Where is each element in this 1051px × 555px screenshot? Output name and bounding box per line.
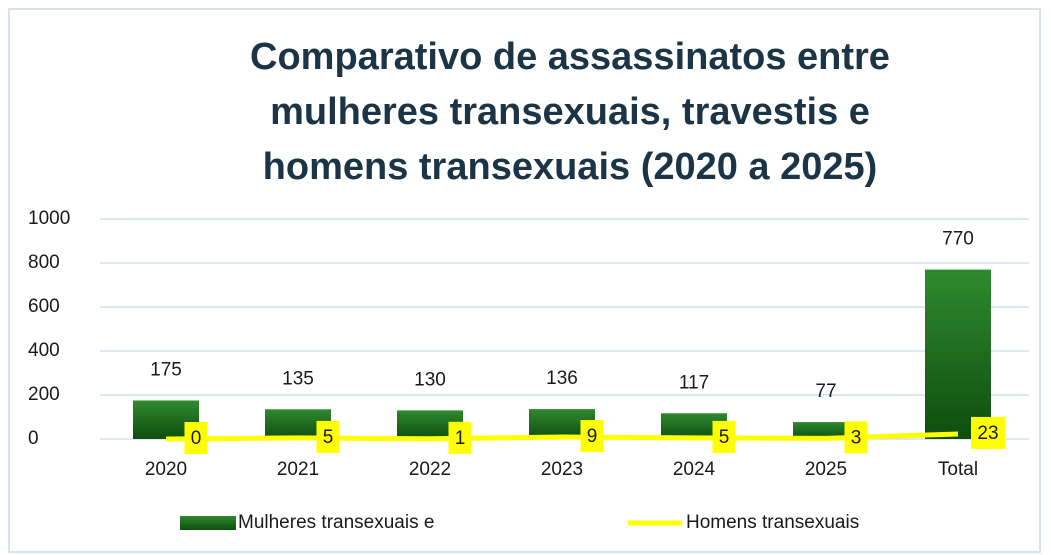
y-tick-label: 600 (28, 296, 60, 317)
y-tick-label: 1000 (28, 208, 70, 229)
bar (793, 422, 859, 439)
line-value-label: 0 (191, 428, 202, 449)
y-tick-label: 400 (28, 340, 60, 361)
bar-value-label: 136 (546, 368, 578, 389)
x-tick-label: 2024 (673, 459, 716, 480)
line-value-label: 5 (719, 427, 730, 448)
line-label-box (712, 420, 736, 453)
line-value-label: 23 (977, 423, 998, 444)
bar-value-label: 77 (815, 381, 836, 402)
legend-label: Mulheres transexuais e (238, 512, 434, 533)
line-label-box (448, 421, 472, 454)
legend-label: Homens transexuais (686, 512, 859, 533)
line-value-label: 9 (587, 426, 598, 447)
bar-value-label: 770 (942, 229, 974, 250)
x-tick-label: 2020 (145, 459, 187, 480)
y-tick-label: 0 (28, 428, 39, 449)
bar-value-label: 130 (414, 369, 446, 390)
x-tick-label: Total (938, 459, 978, 480)
bar (925, 269, 991, 439)
legend-swatch (180, 516, 236, 530)
line-label-box (316, 420, 340, 453)
line-value-label: 1 (455, 428, 466, 449)
line-label-box (844, 421, 868, 454)
chart-title: Comparativo de assassinatos entre mulher… (250, 36, 890, 188)
bar-value-label: 175 (150, 360, 182, 381)
line-value-label: 5 (323, 427, 334, 448)
line-label-box (184, 422, 208, 454)
x-tick-label: 2023 (541, 459, 583, 480)
y-tick-label: 800 (28, 252, 60, 273)
x-tick-label: 2022 (409, 459, 451, 480)
x-tick-label: 2025 (805, 459, 847, 480)
bar-value-label: 135 (282, 368, 314, 389)
chart-frame (8, 8, 1041, 553)
y-tick-label: 200 (28, 384, 60, 405)
bar-value-label: 117 (679, 372, 709, 393)
x-tick-label: 2021 (277, 459, 319, 480)
line (165, 431, 959, 442)
line-label-box (971, 416, 1005, 449)
line-value-label: 3 (851, 427, 862, 448)
line-label-box (580, 420, 604, 453)
